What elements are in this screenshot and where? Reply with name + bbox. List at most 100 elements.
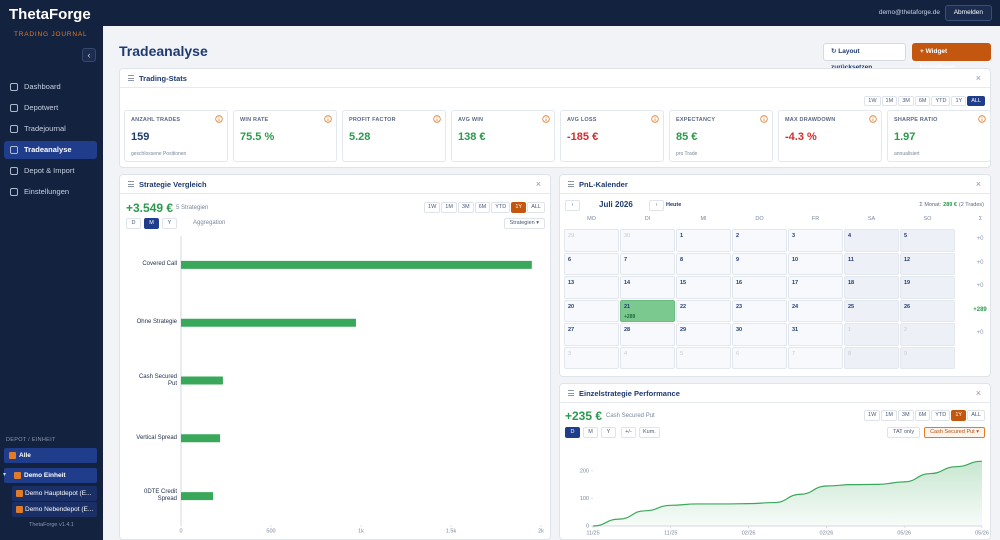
depot-item[interactable]: Demo Hauptdepot (E...	[12, 486, 97, 501]
toggle-button[interactable]: D	[126, 218, 141, 229]
close-button[interactable]: ×	[975, 179, 981, 189]
day-cell[interactable]: 27	[564, 323, 619, 346]
day-cell[interactable]: 9	[732, 252, 787, 275]
tat-button[interactable]: TAT only	[887, 427, 921, 438]
day-cell[interactable]: 10	[788, 252, 843, 275]
day-cell[interactable]: 25	[844, 299, 899, 322]
toggle-button[interactable]: 1M	[441, 202, 457, 213]
toggle-button[interactable]: 1Y	[511, 202, 527, 213]
day-cell[interactable]: 11	[844, 252, 899, 275]
nav-item[interactable]: Tradeanalyse	[4, 141, 97, 159]
nav-item[interactable]: Einstellungen	[4, 183, 97, 201]
day-cell[interactable]: 24	[788, 299, 843, 322]
toggle-button[interactable]: 1W	[864, 410, 881, 421]
info-icon[interactable]	[760, 115, 768, 123]
info-icon[interactable]	[651, 115, 659, 123]
info-icon[interactable]	[542, 115, 550, 123]
depot-item[interactable]: Alle	[4, 448, 97, 463]
day-cell[interactable]: 9	[900, 346, 955, 369]
toggle-button[interactable]: 6M	[914, 96, 931, 106]
day-cell[interactable]: 8	[844, 346, 899, 369]
day-cell[interactable]: 17	[788, 276, 843, 299]
day-cell[interactable]: 1	[844, 323, 899, 346]
day-cell[interactable]: 7	[788, 346, 843, 369]
day-cell[interactable]: 12	[900, 252, 955, 275]
day-cell[interactable]: 3	[788, 229, 843, 252]
toggle-button[interactable]: YTD	[931, 410, 951, 421]
toggle-button[interactable]: 3M	[898, 96, 914, 106]
close-button[interactable]: ×	[535, 179, 541, 189]
add-widget-button[interactable]: + Widget hinzufügen	[912, 43, 991, 71]
day-cell[interactable]: 15	[676, 276, 731, 299]
day-cell[interactable]: 23	[732, 299, 787, 322]
info-icon[interactable]	[324, 115, 332, 123]
collapse-button[interactable]: ‹	[82, 48, 96, 62]
toggle-button[interactable]: +/-	[621, 427, 636, 438]
day-cell[interactable]: 2	[900, 323, 955, 346]
toggle-button[interactable]: ALL	[967, 96, 985, 106]
toggle-button[interactable]: Kum.	[639, 427, 660, 438]
toggle-button[interactable]: 1W	[424, 202, 441, 213]
strategy-select[interactable]: Cash Secured Put ▾	[924, 427, 985, 438]
info-icon[interactable]	[978, 115, 986, 123]
nav-item[interactable]: Tradejournal	[4, 120, 97, 138]
reset-layout-button[interactable]: ↻ Layout zurücksetzen	[823, 43, 906, 71]
day-cell[interactable]: 28	[620, 323, 675, 346]
day-cell[interactable]: 6	[564, 252, 619, 275]
day-cell[interactable]: 6	[732, 346, 787, 369]
day-cell[interactable]: 18	[844, 276, 899, 299]
day-cell[interactable]: 30	[620, 229, 675, 252]
day-cell[interactable]: 29	[676, 323, 731, 346]
day-cell[interactable]: 4	[620, 346, 675, 369]
day-cell[interactable]: 16	[732, 276, 787, 299]
day-cell[interactable]: 7	[620, 252, 675, 275]
day-cell[interactable]: 21 +289	[620, 299, 675, 322]
day-cell[interactable]: 19	[900, 276, 955, 299]
close-button[interactable]: ×	[975, 388, 981, 398]
toggle-button[interactable]: M	[583, 427, 598, 438]
next-month[interactable]: ›	[649, 200, 664, 211]
day-cell[interactable]: 2	[732, 229, 787, 252]
today-button[interactable]: Heute	[666, 202, 682, 208]
toggle-button[interactable]: 1M	[881, 96, 898, 106]
strategy-filter[interactable]: Strategien ▾	[503, 218, 545, 229]
day-cell[interactable]: 26	[900, 299, 955, 322]
day-cell[interactable]: 1	[676, 229, 731, 252]
day-cell[interactable]: 20	[564, 299, 619, 322]
toggle-button[interactable]: 3M	[897, 410, 914, 421]
day-cell[interactable]: 8	[676, 252, 731, 275]
nav-item[interactable]: Dashboard	[4, 78, 97, 96]
toggle-button[interactable]: M	[144, 218, 159, 229]
logout-button[interactable]: Abmelden	[944, 5, 992, 21]
toggle-button[interactable]: Y	[162, 218, 177, 229]
day-cell[interactable]: 31	[788, 323, 843, 346]
toggle-button[interactable]: 1Y	[951, 96, 967, 106]
nav-item[interactable]: Depotwert	[4, 99, 97, 117]
toggle-button[interactable]: 6M	[914, 410, 931, 421]
day-cell[interactable]: 4	[844, 229, 899, 252]
close-button[interactable]: ×	[975, 73, 981, 83]
depot-item[interactable]: Demo Einheit ▾	[3, 468, 97, 483]
info-icon[interactable]	[433, 115, 441, 123]
toggle-button[interactable]: ALL	[527, 202, 545, 213]
prev-month[interactable]: ‹	[565, 200, 580, 211]
nav-item[interactable]: Depot & Import	[4, 162, 97, 180]
day-cell[interactable]: 13	[564, 276, 619, 299]
day-cell[interactable]: 30	[732, 323, 787, 346]
toggle-button[interactable]: 6M	[474, 202, 491, 213]
toggle-button[interactable]: YTD	[491, 202, 511, 213]
toggle-button[interactable]: YTD	[931, 96, 951, 106]
day-cell[interactable]: 5	[900, 229, 955, 252]
day-cell[interactable]: 14	[620, 276, 675, 299]
toggle-button[interactable]: 1M	[881, 410, 897, 421]
day-cell[interactable]: 5	[676, 346, 731, 369]
toggle-button[interactable]: Y	[601, 427, 616, 438]
toggle-button[interactable]: ALL	[967, 410, 985, 421]
toggle-button[interactable]: D	[565, 427, 580, 438]
toggle-button[interactable]: 1W	[864, 96, 881, 106]
day-cell[interactable]: 22	[676, 299, 731, 322]
toggle-button[interactable]: 3M	[457, 202, 474, 213]
day-cell[interactable]: 29	[564, 229, 619, 252]
depot-item[interactable]: Demo Nebendepot (E...	[12, 502, 97, 517]
info-icon[interactable]	[215, 115, 223, 123]
